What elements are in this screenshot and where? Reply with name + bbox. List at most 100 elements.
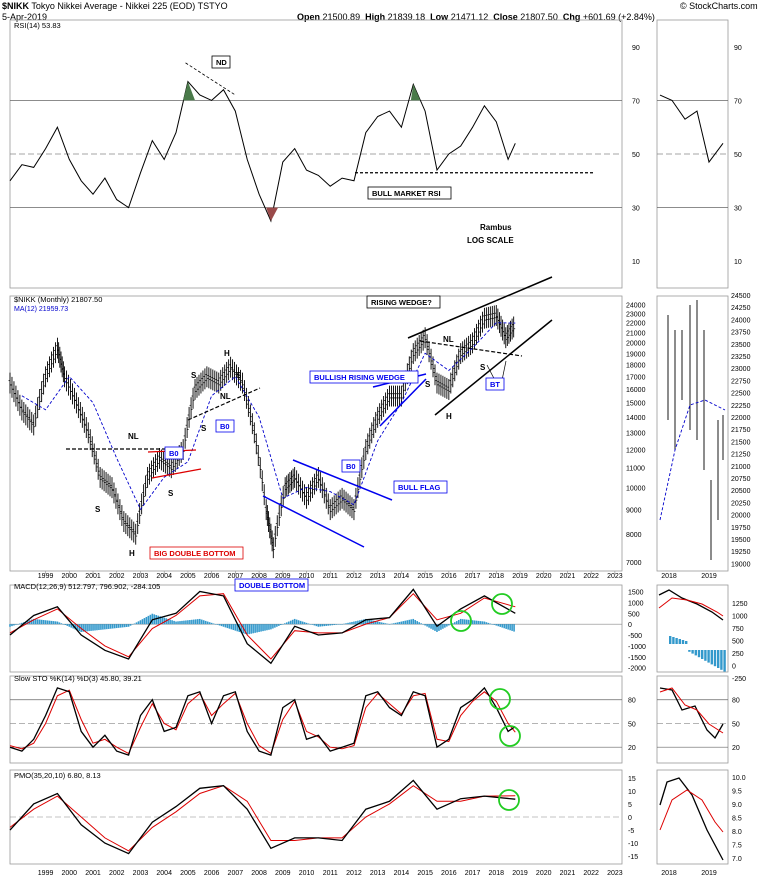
- double-bottom-label: DOUBLE BOTTOM: [239, 581, 305, 590]
- macd-histogram-bar: [319, 624, 322, 627]
- macd-histogram-bar: [368, 619, 371, 625]
- macd-histogram-bar: [299, 620, 302, 625]
- right-macd-histogram-bar: [707, 650, 710, 663]
- price-y-tick: 15000: [626, 401, 646, 408]
- macd-histogram-bar: [329, 624, 332, 626]
- price-y-tick: 13000: [626, 431, 646, 438]
- macd-histogram-bar: [222, 624, 225, 627]
- open-value: 21500.89: [322, 12, 361, 22]
- bt-label-box: [485, 377, 505, 391]
- price-panel-frame: [9, 295, 623, 572]
- right-price-y-tick: 23000: [731, 366, 751, 373]
- macd-histogram-bar: [21, 622, 23, 625]
- rsi-title: RSI(14) 53.83: [14, 21, 61, 30]
- macd-histogram-bar: [463, 619, 466, 625]
- macd-histogram-bar: [475, 620, 478, 625]
- price-title: $NIKK (Monthly) 21807.50: [14, 295, 102, 304]
- macd-histogram-bar: [52, 621, 55, 625]
- macd-histogram-bar: [359, 620, 361, 625]
- macd-histogram-bar: [274, 624, 276, 628]
- macd-histogram-bar: [410, 619, 413, 625]
- macd-histogram-bar: [493, 624, 496, 625]
- right-macd-y-tick: -250: [732, 676, 746, 683]
- macd-histogram-bar: [185, 620, 187, 625]
- macd-histogram-bar: [11, 624, 13, 627]
- ma-line: [21, 322, 516, 511]
- macd-histogram-bar: [323, 624, 326, 627]
- macd-histogram-bar: [58, 622, 61, 625]
- x-tick-label-bottom-2015: 2015: [417, 870, 433, 877]
- macd-histogram-bar: [339, 624, 341, 625]
- macd-histogram-bar: [133, 623, 136, 625]
- x-tick-label-2022: 2022: [583, 573, 599, 580]
- macd-histogram-bar: [200, 619, 203, 625]
- right-price-y-tick: 19750: [731, 525, 751, 532]
- macd-histogram-bar: [175, 621, 177, 625]
- big-double-bottom-label-box: [149, 546, 244, 560]
- rising-wedge-upper: [407, 276, 553, 339]
- x-tick-label-1999: 1999: [38, 573, 54, 580]
- h-label: H: [129, 549, 135, 558]
- macd-histogram-bar: [394, 622, 397, 625]
- wedge-lower-line: [379, 378, 427, 427]
- rambus-label: Rambus: [480, 223, 512, 232]
- nl-label: NL: [220, 392, 231, 401]
- right-sto-y-tick: 80: [732, 698, 740, 705]
- chart-header: $NIKK Tokyo Nikkei Average - Nikkei 225 …: [2, 1, 228, 11]
- right-x-tick-bottom-2019: 2019: [701, 870, 717, 877]
- macd-histogram-bar: [208, 622, 211, 625]
- x-tick-label-bottom-2022: 2022: [583, 870, 599, 877]
- x-tick-label-2008: 2008: [251, 573, 267, 580]
- x-tick-label-2020: 2020: [536, 573, 552, 580]
- rising-wedge-lower: [434, 319, 553, 416]
- macd-histogram-bar: [84, 624, 86, 632]
- macd-histogram-bar: [40, 619, 43, 625]
- macd-histogram-bar: [511, 624, 513, 631]
- x-tick-label-bottom-2017: 2017: [465, 870, 481, 877]
- sto-y-tick: 80: [628, 698, 636, 705]
- macd-histogram-bar: [406, 620, 409, 625]
- macd-histogram-bar: [121, 624, 124, 628]
- macd-histogram-bar: [131, 624, 134, 625]
- bo-label: B0: [169, 449, 179, 458]
- macd-histogram-bar: [424, 624, 426, 626]
- macd-histogram-bar: [295, 619, 298, 625]
- macd-histogram-bar: [38, 619, 41, 625]
- price-y-tick: 19000: [626, 351, 646, 358]
- macd-histogram-bar: [13, 624, 15, 626]
- right-price-y-tick: 21250: [731, 452, 751, 459]
- s-label: S: [236, 371, 242, 380]
- macd-histogram-bar: [262, 624, 264, 632]
- macd-line: [9, 588, 516, 665]
- macd-histogram-bar: [189, 620, 191, 625]
- x-tick-label-2012: 2012: [346, 573, 362, 580]
- macd-histogram-bar: [70, 624, 73, 628]
- macd-histogram-bar: [163, 617, 165, 625]
- x-tick-label-bottom-2011: 2011: [323, 870, 338, 877]
- sto-highlight-circle: [499, 725, 521, 747]
- x-tick-label-bottom-2016: 2016: [441, 870, 457, 877]
- bull-flag-label-box: [393, 480, 448, 494]
- rsi-nd-label: ND: [216, 58, 227, 67]
- change-value: +601.69 (+2.84%): [582, 12, 655, 22]
- sto-title: Slow STO %K(14) %D(3) 45.80, 39.21: [14, 674, 142, 683]
- macd-histogram-bar: [353, 621, 355, 625]
- sto-d-line: [9, 689, 516, 755]
- price-y-tick: 18000: [626, 363, 646, 370]
- price-right-panel-frame: [656, 295, 729, 572]
- red-support-line: [151, 468, 202, 479]
- rsi-y-tick: 90: [632, 45, 640, 52]
- bullish-rising-wedge-label-box: [309, 370, 419, 384]
- nl-label: NL: [128, 432, 139, 441]
- right-macd-histogram-bar: [681, 640, 685, 644]
- macd-histogram-bar: [309, 624, 312, 625]
- right-macd-histogram-bar: [704, 650, 707, 661]
- price-y-tick: 7000: [626, 560, 642, 567]
- macd-histogram-bar: [365, 618, 367, 625]
- right-x-tick-2019: 2019: [701, 573, 717, 580]
- right-pmo-y-tick: 8.0: [732, 829, 742, 836]
- x-tick-label-bottom-2013: 2013: [370, 870, 386, 877]
- macd-histogram-bar: [139, 620, 142, 625]
- x-tick-label-2015: 2015: [417, 573, 433, 580]
